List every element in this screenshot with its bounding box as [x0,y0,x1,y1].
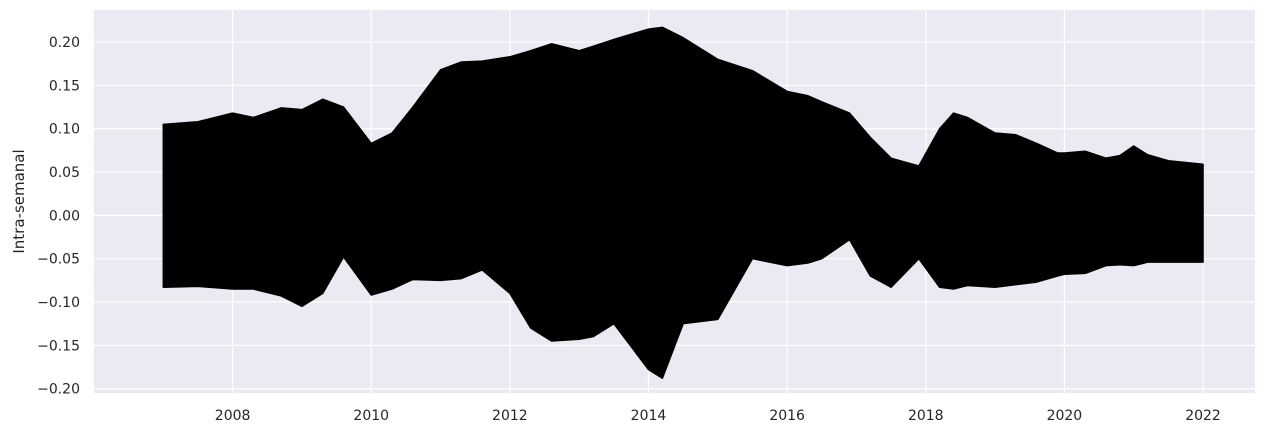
series-envelope [162,26,1204,380]
y-tick-label: 0.10 [49,122,80,138]
x-tick-label: 2018 [908,408,944,424]
y-tick-label: 0.15 [49,78,80,94]
x-tick-label: 2010 [353,408,389,424]
x-tick-label: 2014 [631,408,667,424]
x-tick-label: 2008 [215,408,251,424]
y-tick-label: −0.05 [37,252,80,268]
x-tick-label: 2016 [769,408,805,424]
y-tick-label: 0.00 [49,208,80,224]
x-tick-labels: 2008 2010 2012 2014 2016 2018 2020 2022 [215,408,1221,424]
y-tick-label: 0.05 [49,165,80,181]
y-tick-label: 0.20 [49,35,80,51]
y-tick-labels: 0.20 0.15 0.10 0.05 0.00 −0.05 −0.10 −0.15 −0.20 [37,35,80,398]
x-tick-label: 2022 [1185,408,1221,424]
y-tick-label: −0.15 [37,338,80,354]
x-tick-label: 2020 [1047,408,1083,424]
x-tick-label: 2012 [492,408,528,424]
y-tick-label: −0.20 [37,382,80,398]
series-layer [162,26,1204,380]
y-tick-label: −0.10 [37,295,80,311]
y-axis-label: Intra-semanal [10,149,28,253]
